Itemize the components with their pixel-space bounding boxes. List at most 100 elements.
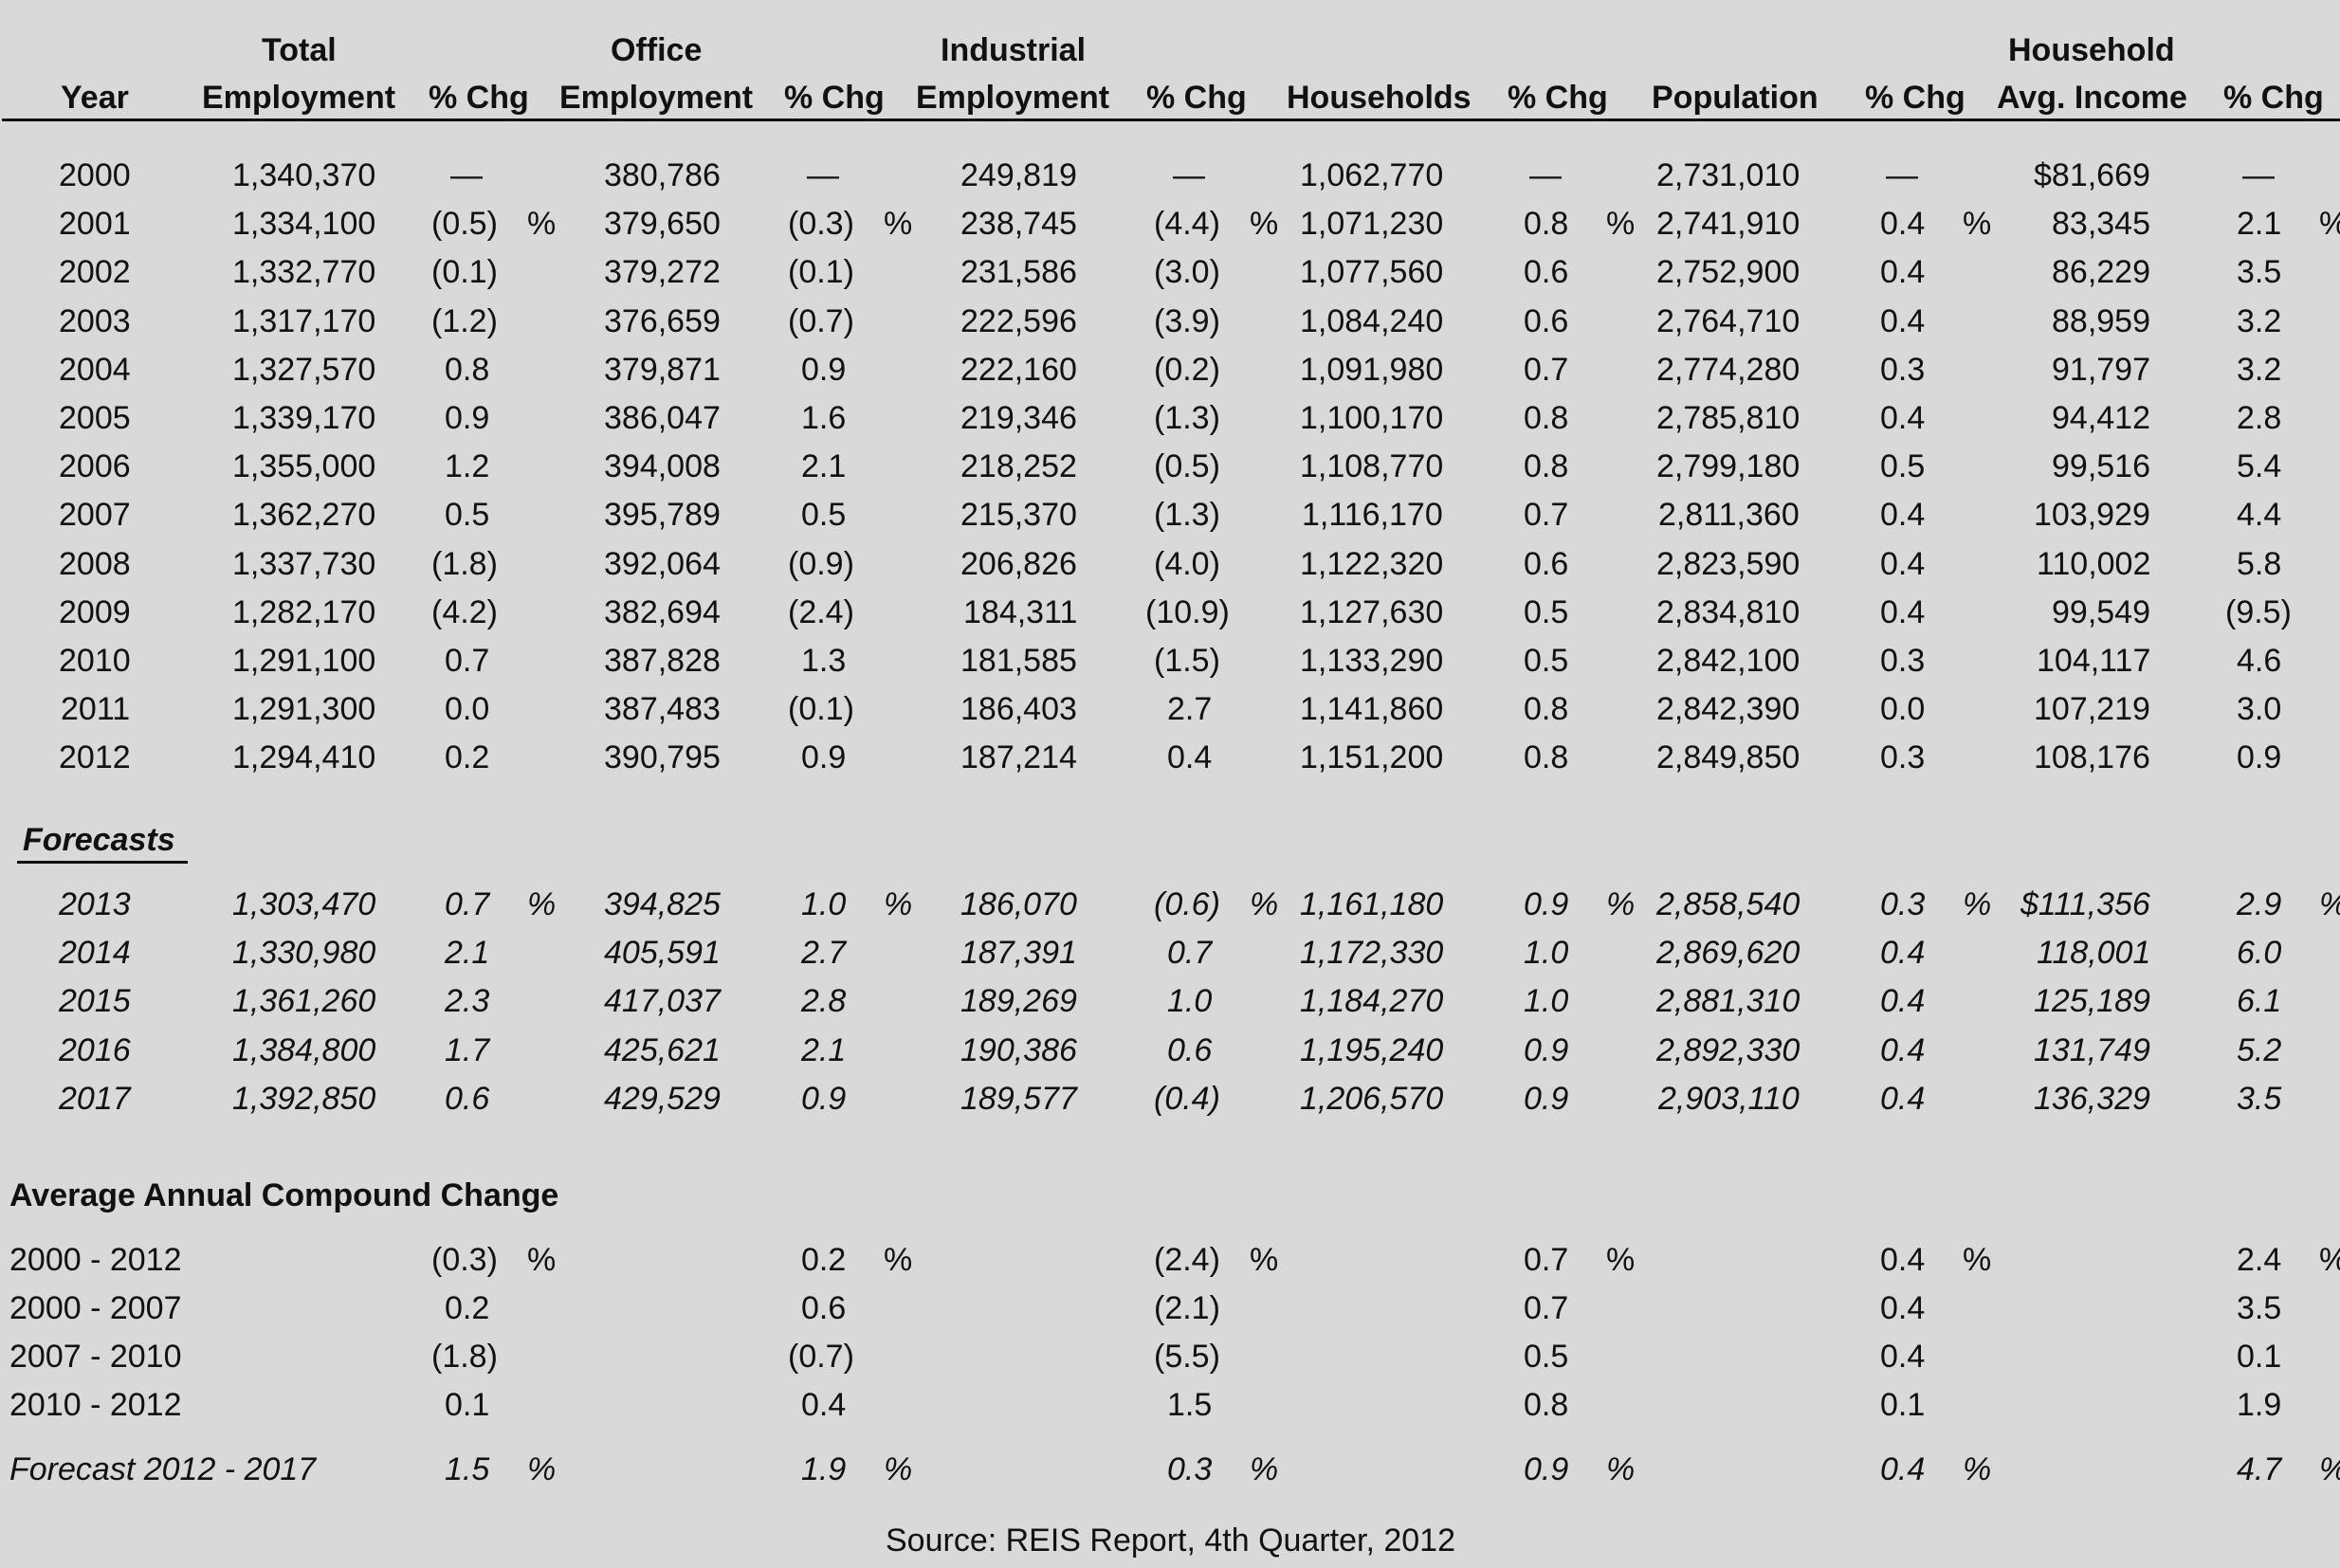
percent-sign: % (2319, 208, 2340, 240)
header-top-cell: Office (611, 32, 703, 68)
total-cell: 1,291,100 (232, 643, 376, 679)
population-cell: 2,849,850 (1656, 739, 1801, 775)
population-chg-cell: 0.4 (1880, 594, 1926, 630)
industrial-chg-cell: (0.6) (1154, 886, 1220, 922)
header-cell: Avg. Income (1997, 80, 2187, 116)
population-cell: 2,774,280 (1656, 352, 1801, 388)
population-chg-cell: 0.4 (1880, 303, 1926, 339)
period-cell: 2010 - 2012 (9, 1387, 182, 1423)
industrial-chg-cell: 2.7 (1167, 691, 1213, 727)
header-cell: Employment (202, 80, 396, 116)
office-chg-cell: (0.9) (788, 546, 854, 582)
households-cell: 1,184,270 (1300, 983, 1444, 1019)
year-cell: 2010 (59, 643, 131, 679)
population-cell: 2,764,710 (1656, 303, 1801, 339)
income-cell: 125,189 (2034, 983, 2150, 1019)
households-cell: 1,071,230 (1300, 206, 1444, 242)
industrial-cell: 184,311 (963, 594, 1078, 630)
population-cell: 2,834,810 (1656, 594, 1801, 630)
total-chg-cell: 0.1 (445, 1387, 490, 1423)
year-cell: 2012 (59, 739, 131, 775)
office-chg-cell: (0.1) (788, 691, 854, 727)
office-cell: 405,591 (604, 935, 721, 971)
office-chg-cell: 0.4 (801, 1387, 847, 1423)
households-cell: 1,100,170 (1300, 400, 1444, 436)
population-chg-cell: 0.3 (1880, 352, 1926, 388)
office-chg-cell: 2.8 (801, 983, 847, 1019)
income-chg-cell: 2.4 (2237, 1242, 2282, 1278)
header-divider (2, 119, 2340, 121)
percent-sign: % (527, 886, 557, 922)
header-cell: % Chg (784, 80, 885, 116)
income-chg-cell: 1.9 (2237, 1387, 2282, 1423)
households-cell: 1,172,330 (1300, 935, 1444, 971)
office-cell: 394,825 (604, 886, 721, 922)
total-chg-cell: (1.2) (431, 303, 498, 339)
households-chg-cell: 1.0 (1524, 935, 1569, 971)
office-cell: 392,064 (604, 546, 721, 582)
office-chg-cell: (0.3) (788, 206, 854, 242)
year-cell: 2004 (59, 352, 131, 388)
households-cell: 1,141,860 (1300, 691, 1444, 727)
percent-sign: % (1963, 1451, 1992, 1487)
income-chg-cell: 4.6 (2237, 643, 2282, 679)
office-cell: 429,529 (604, 1081, 721, 1117)
year-cell: 2009 (59, 594, 131, 630)
percent-sign: % (1250, 886, 1279, 922)
income-chg-cell: 6.0 (2237, 935, 2282, 971)
income-chg-cell: 2.1 (2237, 206, 2282, 242)
header-top-cell: Household (2008, 32, 2175, 68)
income-cell: 131,749 (2034, 1032, 2150, 1068)
households-chg-cell: 0.9 (1524, 1451, 1569, 1487)
households-chg-cell: 1.0 (1524, 983, 1569, 1019)
industrial-chg-cell: 0.4 (1167, 739, 1213, 775)
population-cell: 2,752,900 (1656, 254, 1801, 290)
income-chg-cell: 0.1 (2237, 1339, 2282, 1375)
population-cell: 2,903,110 (1658, 1081, 1800, 1117)
percent-sign: % (2319, 1453, 2340, 1486)
year-cell: 2001 (59, 206, 131, 242)
industrial-cell: 206,826 (960, 546, 1077, 582)
population-chg-cell: 0.4 (1880, 1290, 1926, 1326)
total-chg-cell: 0.8 (445, 352, 490, 388)
percent-sign: % (1963, 206, 1992, 242)
income-cell: $111,356 (2020, 886, 2150, 922)
income-chg-cell: 4.4 (2237, 497, 2282, 533)
total-chg-cell: (1.8) (431, 1339, 498, 1375)
percent-sign: % (1606, 206, 1636, 242)
office-cell: 376,659 (604, 303, 721, 339)
income-cell: 107,219 (2034, 691, 2150, 727)
percent-sign: % (1606, 1242, 1636, 1278)
industrial-chg-cell: (1.3) (1154, 400, 1220, 436)
office-cell: 379,650 (604, 206, 721, 242)
percent-sign: % (2319, 888, 2340, 921)
income-cell: 118,001 (2037, 935, 2151, 971)
population-chg-cell: 0.4 (1880, 1081, 1926, 1117)
year-cell: 2016 (59, 1032, 131, 1068)
year-cell: 2006 (59, 448, 131, 484)
income-chg-cell: 2.9 (2237, 886, 2282, 922)
total-cell: 1,361,260 (232, 983, 376, 1019)
population-cell: 2,741,910 (1656, 206, 1801, 242)
header-top-cell: Industrial (941, 32, 1087, 68)
header-top-cell: Total (262, 32, 337, 68)
office-cell: 394,008 (604, 448, 721, 484)
office-chg-cell: (0.1) (788, 254, 854, 290)
year-cell: 2000 (59, 157, 131, 193)
total-cell: 1,392,850 (232, 1081, 376, 1117)
forecasts-underline (17, 861, 188, 864)
industrial-chg-cell: 0.7 (1167, 935, 1213, 971)
percent-sign: % (1250, 1242, 1279, 1278)
office-cell: 379,871 (604, 352, 721, 388)
income-chg-cell: 0.9 (2237, 739, 2282, 775)
households-chg-cell: 0.7 (1524, 497, 1569, 533)
percent-sign: % (884, 1451, 913, 1487)
total-chg-cell: 0.9 (445, 400, 490, 436)
population-chg-cell: 0.4 (1880, 983, 1926, 1019)
households-chg-cell: 0.8 (1524, 206, 1569, 242)
total-cell: 1,340,370 (232, 157, 376, 193)
population-chg-cell: — (1886, 157, 1918, 193)
industrial-chg-cell: (2.4) (1154, 1242, 1220, 1278)
office-cell: 417,037 (604, 983, 721, 1019)
population-chg-cell: 0.5 (1880, 448, 1926, 484)
